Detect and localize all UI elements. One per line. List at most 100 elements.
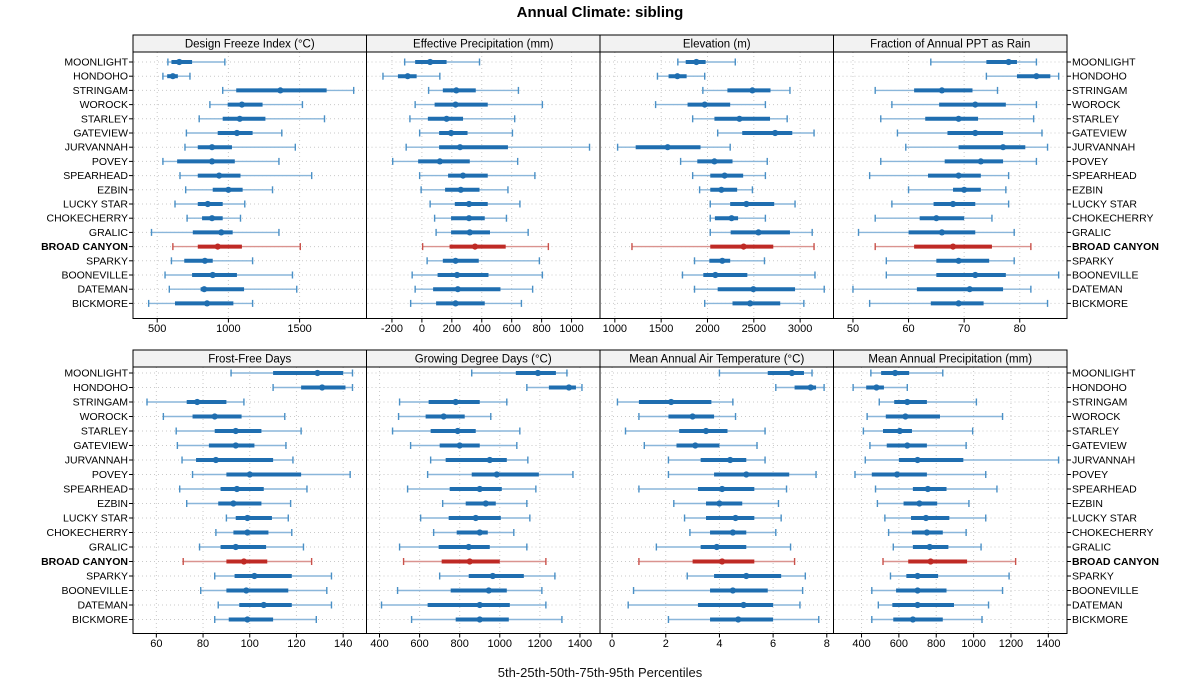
median-dot — [454, 427, 461, 435]
median-dot — [924, 485, 931, 493]
x-axis-tick-label: 50 — [847, 323, 859, 335]
median-dot — [208, 215, 216, 222]
median-dot — [216, 172, 223, 179]
median-dot — [743, 572, 750, 580]
station-label-left: GRALIC — [89, 542, 129, 554]
median-dot — [750, 286, 757, 293]
median-dot — [203, 300, 211, 307]
x-axis-tick-label: 400 — [473, 323, 491, 335]
station-label-right: BROAD CANYON — [1072, 556, 1159, 568]
x-axis-tick-label: 100 — [241, 638, 259, 650]
median-dot — [208, 144, 216, 151]
median-dot — [674, 73, 681, 80]
median-dot — [743, 200, 750, 208]
median-dot — [788, 369, 795, 377]
x-axis-tick-label: 600 — [503, 323, 521, 335]
median-dot — [476, 601, 483, 609]
median-dot — [719, 485, 726, 493]
panel-header-title: Fraction of Annual PPT as Rain — [870, 39, 1030, 51]
median-dot — [892, 369, 899, 377]
station-label-left: EZBIN — [97, 184, 128, 196]
median-dot — [209, 271, 216, 279]
median-dot — [972, 271, 979, 279]
median-dot — [204, 200, 211, 208]
median-dot — [476, 616, 483, 623]
median-dot — [482, 500, 489, 507]
median-dot — [452, 101, 459, 108]
x-axis-tick-label: 200 — [443, 323, 461, 335]
station-label-right: GATEVIEW — [1072, 128, 1127, 140]
station-label-left: STARLEY — [81, 426, 128, 438]
station-label-left: STRINGAM — [73, 397, 128, 409]
panel-header-title: Frost-Free Days — [208, 354, 291, 366]
median-dot — [211, 413, 218, 420]
station-label-right: STARLEY — [1072, 426, 1119, 438]
median-dot — [453, 271, 461, 279]
median-dot — [914, 601, 921, 609]
median-dot — [949, 200, 957, 208]
median-dot — [938, 87, 946, 94]
median-dot — [961, 186, 968, 193]
median-dot — [692, 442, 699, 449]
median-dot — [729, 587, 736, 594]
station-label-left: BROAD CANYON — [41, 241, 128, 253]
station-label-left: POVEY — [92, 469, 128, 481]
median-dot — [807, 384, 814, 391]
station-label-right: BROAD CANYON — [1072, 241, 1159, 253]
median-dot — [452, 398, 459, 406]
median-dot — [693, 58, 700, 66]
median-dot — [999, 144, 1007, 151]
station-label-right: STRINGAM — [1072, 397, 1127, 409]
station-label-left: CHOKECHERRY — [47, 213, 129, 225]
median-dot — [904, 398, 911, 406]
x-axis-tick-label: 0 — [609, 638, 615, 650]
x-axis-tick-label: 8 — [824, 638, 830, 650]
median-dot — [260, 601, 267, 609]
median-dot — [721, 172, 728, 179]
median-dot — [404, 73, 411, 80]
median-dot — [933, 215, 940, 222]
median-dot — [938, 229, 946, 236]
station-label-left: STRINGAM — [73, 85, 128, 97]
panel-plot-area — [833, 366, 1068, 634]
median-dot — [702, 427, 710, 435]
median-dot — [914, 456, 921, 464]
station-label-right: GRALIC — [1072, 542, 1112, 554]
median-dot — [244, 529, 251, 536]
station-label-left: BROAD CANYON — [41, 556, 128, 568]
x-axis-tick-label: 1500 — [649, 323, 673, 335]
median-dot — [238, 101, 246, 108]
x-axis-tick-label: 400 — [852, 638, 870, 650]
median-dot — [955, 257, 962, 264]
station-label-left: POVEY — [92, 156, 128, 168]
median-dot — [740, 601, 747, 609]
median-dot — [668, 398, 675, 406]
median-dot — [277, 87, 284, 94]
station-label-right: DATEMAN — [1072, 600, 1123, 612]
median-dot — [232, 427, 239, 435]
x-axis-tick-label: 6 — [770, 638, 776, 650]
median-dot — [711, 158, 718, 165]
station-label-right: BOONEVILLE — [1072, 270, 1139, 282]
panel-plot-area — [366, 366, 601, 634]
station-label-left: STARLEY — [81, 113, 128, 125]
median-dot — [1033, 73, 1040, 80]
x-axis-tick-label: 140 — [334, 638, 352, 650]
median-dot — [453, 87, 460, 94]
median-dot — [701, 101, 708, 108]
median-dot — [465, 543, 472, 551]
x-axis-tick-label: 70 — [958, 323, 970, 335]
station-label-right: POVEY — [1072, 469, 1108, 481]
station-label-left: GATEVIEW — [73, 440, 128, 452]
median-dot — [201, 257, 209, 264]
median-dot — [456, 144, 464, 151]
median-dot — [236, 115, 243, 122]
x-axis-tick-label: 80 — [197, 638, 209, 650]
median-dot — [972, 101, 979, 108]
station-label-left: SPARKY — [86, 255, 128, 267]
median-dot — [466, 229, 473, 236]
station-label-right: HONDOHO — [1072, 382, 1127, 394]
x-axis-tick-label: 500 — [148, 323, 166, 335]
median-dot — [251, 572, 258, 580]
